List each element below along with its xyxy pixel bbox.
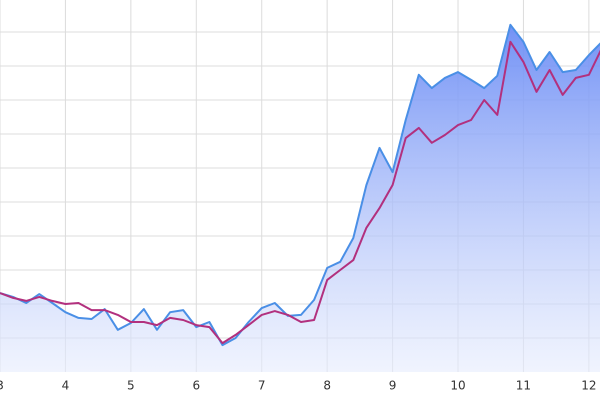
x-tick-label: 5 [127,379,135,393]
x-tick-label: 4 [62,379,70,393]
series-line [0,40,600,345]
series-line [0,23,600,347]
x-tick-label: 10 [450,379,465,393]
x-tick-label: 8 [323,379,331,393]
x-tick-label: 12 [581,379,596,393]
x-tick-label: 6 [192,379,200,393]
x-tick-label: 3 [0,379,4,393]
x-tick-label: 9 [389,379,397,393]
x-tick-label: 7 [258,379,266,393]
x-tick-label: 11 [516,379,531,393]
area [0,24,600,372]
